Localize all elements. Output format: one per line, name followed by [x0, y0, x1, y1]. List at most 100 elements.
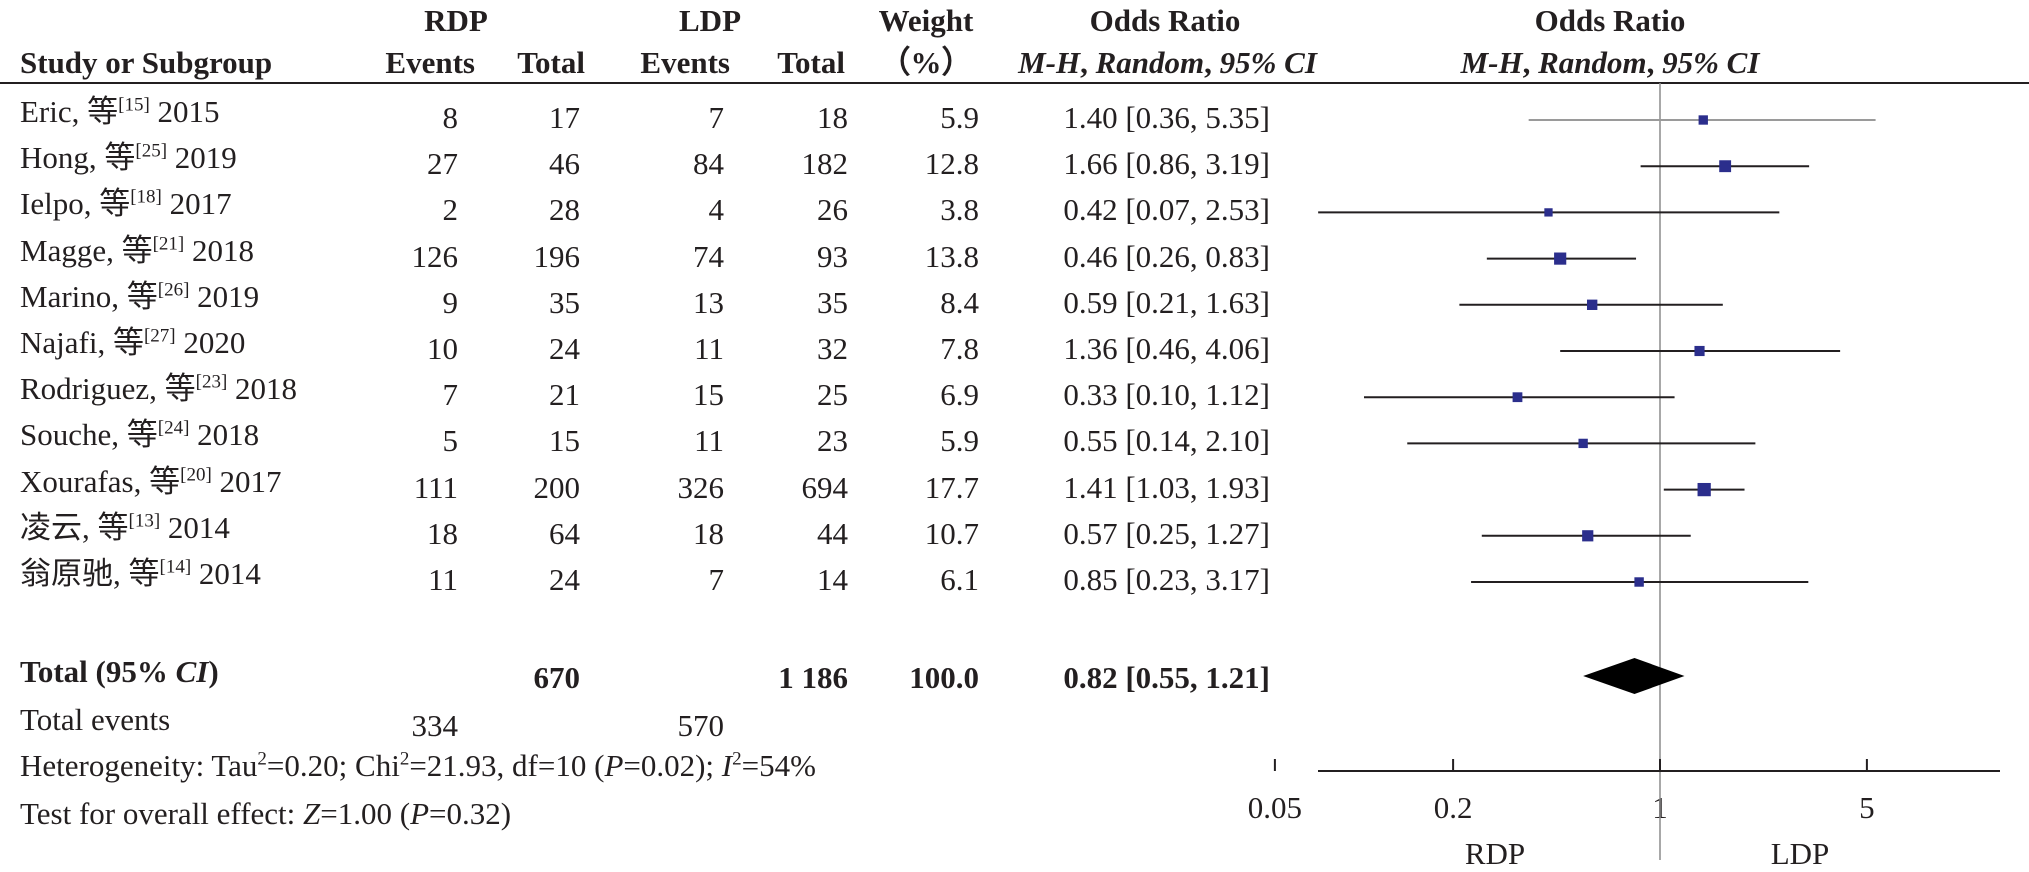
total-events-rdp: 334 — [411, 708, 459, 743]
ldp-events: 4 — [708, 192, 725, 228]
summary-diamond — [1583, 658, 1685, 694]
ldp-events: 84 — [693, 146, 724, 182]
effect-marker — [1697, 482, 1711, 497]
total-ldp: 1 186 — [778, 660, 848, 695]
total-or-text: 0.82 [0.55, 1.21] — [1063, 660, 1270, 695]
study-weight: 12.8 — [924, 146, 979, 182]
effect-marker — [1634, 577, 1644, 587]
rdp-events-header: Events — [385, 45, 475, 80]
effect-marker — [1719, 160, 1732, 173]
study-name: Hong, 等[25] 2019 — [20, 140, 237, 176]
total-events-ldp: 570 — [677, 708, 725, 743]
effect-marker — [1554, 252, 1567, 265]
group2-header: LDP — [679, 3, 741, 38]
total-events-label: Total events — [20, 702, 171, 737]
ldp-total: 35 — [817, 284, 848, 320]
ldp-total: 23 — [817, 423, 848, 459]
effect-marker — [1586, 299, 1598, 310]
total-label: Total (95% CI) — [20, 654, 219, 689]
study-or-text: 0.42 [0.07, 2.53] — [1063, 192, 1270, 228]
study-or-text: 0.33 [0.10, 1.12] — [1063, 377, 1270, 413]
ldp-events: 326 — [677, 469, 725, 505]
ldp-events: 11 — [694, 423, 724, 459]
ldp-total: 32 — [817, 331, 848, 366]
ldp-total: 14 — [817, 562, 848, 597]
rdp-total-header: Total — [517, 45, 585, 80]
study-weight: 3.8 — [940, 192, 979, 228]
study-weight: 6.1 — [940, 562, 979, 597]
ldp-events: 74 — [693, 238, 724, 274]
rdp-total: 17 — [549, 100, 580, 135]
study-weight: 7.8 — [940, 331, 979, 366]
effect-marker — [1698, 115, 1708, 125]
effect-marker — [1512, 392, 1523, 403]
study-name: Xourafas, 等[20] 2017 — [20, 463, 282, 499]
ldp-events: 7 — [708, 562, 725, 597]
ldp-events-header: Events — [640, 45, 730, 80]
ldp-events: 18 — [693, 515, 724, 551]
plot-header-title: Odds Ratio — [1534, 3, 1686, 38]
effect-marker — [1578, 438, 1588, 449]
rdp-events: 18 — [427, 515, 458, 551]
study-name: Magge, 等[21] 2018 — [20, 232, 254, 268]
ldp-total: 25 — [817, 377, 848, 413]
or-header-title: Odds Ratio — [1089, 3, 1241, 38]
rdp-events: 8 — [442, 100, 459, 135]
overall-effect-text: Test for overall effect: Z=1.00 (P=0.32) — [20, 796, 512, 831]
heterogeneity-text: Heterogeneity: Tau2=0.20; Chi2=21.93, df… — [20, 748, 816, 783]
ldp-total: 44 — [817, 515, 848, 551]
ldp-events: 13 — [693, 284, 724, 320]
study-weight: 10.7 — [924, 515, 979, 551]
ldp-events: 11 — [694, 331, 724, 366]
study-name: Rodriguez, 等[23] 2018 — [20, 371, 298, 407]
study-name: 凌云, 等[13] 2014 — [20, 509, 230, 545]
rdp-total: 196 — [533, 238, 581, 274]
rdp-events: 111 — [413, 469, 458, 505]
ldp-total-header: Total — [777, 45, 845, 80]
study-or-text: 1.66 [0.86, 3.19] — [1063, 146, 1270, 182]
rdp-total: 46 — [549, 146, 580, 182]
rdp-total: 24 — [549, 562, 580, 597]
ldp-total: 93 — [817, 238, 848, 274]
study-or-text: 0.55 [0.14, 2.10] — [1063, 423, 1270, 459]
rdp-events: 7 — [442, 377, 459, 413]
effect-marker — [1544, 208, 1553, 217]
rdp-total: 24 — [549, 331, 580, 366]
x-axis-tick-label: 0.05 — [1247, 790, 1303, 825]
study-or-text: 0.85 [0.23, 3.17] — [1063, 562, 1270, 597]
ldp-total: 26 — [817, 192, 848, 228]
study-or-text: 0.57 [0.25, 1.27] — [1063, 515, 1270, 551]
study-weight: 6.9 — [940, 377, 979, 413]
rdp-events: 27 — [427, 146, 458, 182]
study-or-text: 1.41 [1.03, 1.93] — [1063, 469, 1270, 505]
study-name: Eric, 等[15] 2015 — [20, 94, 220, 129]
study-name: Najafi, 等[27] 2020 — [20, 325, 246, 360]
effect-marker — [1582, 530, 1594, 542]
rdp-total: 200 — [533, 469, 581, 505]
rdp-total: 15 — [549, 423, 580, 459]
axis-right-label: LDP — [1770, 836, 1830, 871]
ldp-total: 182 — [801, 146, 849, 182]
study-name: Marino, 等[26] 2019 — [20, 278, 260, 314]
x-axis-tick-label: 0.2 — [1433, 790, 1473, 825]
ldp-events: 7 — [708, 100, 725, 135]
plot-header-method: M-H, Random, 95% CI — [1460, 45, 1760, 80]
total-weight: 100.0 — [909, 660, 979, 695]
study-name: Souche, 等[24] 2018 — [20, 417, 260, 453]
study-weight: 5.9 — [940, 423, 979, 459]
study-weight: 13.8 — [924, 238, 979, 274]
rdp-total: 21 — [549, 377, 580, 413]
study-weight: 5.9 — [940, 100, 979, 135]
ldp-total: 18 — [817, 100, 848, 135]
weight-header: Weight — [878, 3, 974, 38]
rdp-events: 11 — [428, 562, 458, 597]
study-or-text: 1.40 [0.36, 5.35] — [1063, 100, 1270, 135]
study-weight: 17.7 — [924, 469, 979, 505]
rdp-events: 126 — [411, 238, 459, 274]
rdp-total: 35 — [549, 284, 580, 320]
x-axis-tick-label: 5 — [1859, 790, 1875, 825]
ldp-total: 694 — [801, 469, 849, 505]
effect-marker — [1694, 345, 1705, 357]
study-or-text: 1.36 [0.46, 4.06] — [1063, 331, 1270, 366]
